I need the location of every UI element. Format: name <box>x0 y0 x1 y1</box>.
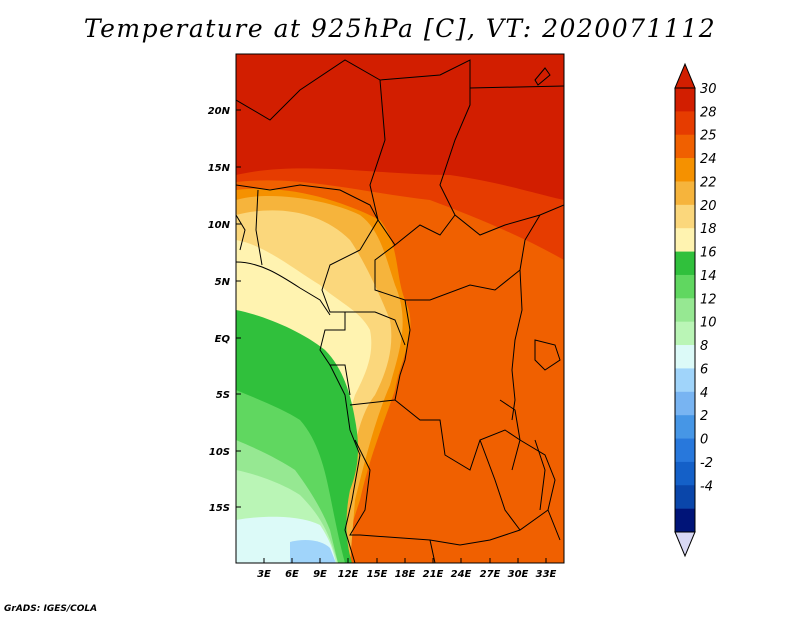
temperature-field <box>236 54 564 563</box>
lon-label-18e: 18E <box>395 569 416 580</box>
map-title: Temperature at 925hPa [C], VT: 202007111… <box>83 14 717 43</box>
lat-label-10n: 10N <box>208 220 231 231</box>
border-segment <box>377 214 456 246</box>
lat-label-15s: 15S <box>209 503 230 514</box>
lat-label-15n: 15N <box>208 163 231 174</box>
colorbar-top-arrow <box>674 62 696 89</box>
border-segment <box>236 184 379 221</box>
border-segment <box>429 539 436 563</box>
longitude-axis: 3E 6E 9E 12E 15E 18E 21E 24E 27E 30E 33E <box>257 558 557 580</box>
lat-label-eq: EQ <box>215 334 231 345</box>
border-segment <box>479 439 521 531</box>
colorbar-label-2: 2 <box>700 409 708 424</box>
colorbar-swatch <box>675 508 695 533</box>
colorbar-swatch <box>675 251 695 276</box>
lon-label-12e: 12E <box>338 569 359 580</box>
colorbar-label-22: 22 <box>700 175 717 190</box>
colorbar-label-30: 30 <box>700 82 717 97</box>
border-segment <box>236 214 246 251</box>
border-segment <box>519 214 541 271</box>
colorbar-swatch <box>675 368 695 393</box>
colorbar-swatch <box>675 88 695 112</box>
colorbar-swatch <box>675 461 695 486</box>
colorbar-swatch <box>675 438 695 463</box>
border-segment <box>534 439 546 511</box>
colorbar-swatch <box>675 298 695 322</box>
colorbar-swatch <box>675 321 695 346</box>
border-segment <box>519 439 561 541</box>
lat-label-10s: 10S <box>209 447 230 458</box>
colorbar-swatch <box>675 274 695 299</box>
border-segment <box>499 399 521 471</box>
lat-label-20n: 20N <box>208 106 231 117</box>
colorbar-label-25: 25 <box>700 129 717 144</box>
country-borders <box>236 59 564 563</box>
colorbar-frame <box>674 87 696 533</box>
colorbar-swatch <box>675 391 695 416</box>
border-segment <box>349 439 549 546</box>
colorbar-swatch <box>675 134 695 159</box>
colorbar-label-minus2: -2 <box>700 456 713 471</box>
border-segment <box>321 249 361 313</box>
colorbar-swatch <box>675 181 695 206</box>
colorbar: 30 28 25 24 22 20 18 16 14 12 10 8 6 4 2… <box>674 62 717 558</box>
border-segment <box>349 299 411 406</box>
border-segment <box>511 269 523 421</box>
colorbar-swatch <box>675 111 695 136</box>
colorbar-label-28: 28 <box>700 105 717 120</box>
colorbar-swatch <box>675 158 695 182</box>
colorbar-label-20: 20 <box>700 199 717 214</box>
border-segment <box>394 399 521 471</box>
lon-label-15e: 15E <box>367 569 388 580</box>
colorbar-label-4: 4 <box>700 386 708 401</box>
colorbar-label-8: 8 <box>700 339 708 354</box>
lat-label-5n: 5N <box>215 277 231 288</box>
colorbar-label-6: 6 <box>700 362 708 377</box>
colorbar-label-10: 10 <box>700 316 717 331</box>
border-segment <box>255 189 263 266</box>
lat-label-5s: 5S <box>216 390 230 401</box>
colorbar-label-minus4: -4 <box>700 479 713 494</box>
border-segment <box>469 85 564 89</box>
colorbar-label-0: 0 <box>700 433 708 448</box>
lon-label-33e: 33E <box>536 569 557 580</box>
border-segment <box>374 244 521 301</box>
lon-label-24e: 24E <box>451 569 472 580</box>
colorbar-label-18: 18 <box>700 222 717 237</box>
border-segment <box>345 311 406 346</box>
lon-label-30e: 30E <box>508 569 529 580</box>
field-skyblue-region <box>290 540 336 563</box>
colorbar-label-24: 24 <box>700 152 717 167</box>
colorbar-swatch <box>675 345 695 369</box>
colorbar-label-12: 12 <box>700 292 717 307</box>
border-segment <box>319 312 351 396</box>
lon-label-3e: 3E <box>257 569 271 580</box>
lon-label-9e: 9E <box>313 569 327 580</box>
map-frame <box>235 53 565 564</box>
colorbar-swatch <box>675 485 695 509</box>
colorbar-swatch <box>675 415 695 439</box>
lon-label-21e: 21E <box>423 569 444 580</box>
grads-credit: GrADS: IGES/COLA <box>4 604 98 614</box>
border-segment <box>534 339 561 371</box>
colorbar-swatch <box>675 228 695 252</box>
border-segment <box>379 59 564 236</box>
colorbar-swatch <box>675 204 695 229</box>
lake-outline <box>534 67 551 86</box>
lon-label-27e: 27E <box>480 569 501 580</box>
latitude-axis: 20N 15N 10N 5N EQ 5S 10S 15S <box>208 106 241 514</box>
colorbar-bottom-arrow <box>674 531 696 558</box>
coastline-segment <box>236 261 331 316</box>
colorbar-label-16: 16 <box>700 246 717 261</box>
lon-label-6e: 6E <box>285 569 299 580</box>
colorbar-label-14: 14 <box>700 269 717 284</box>
coastline-segment <box>329 364 361 563</box>
